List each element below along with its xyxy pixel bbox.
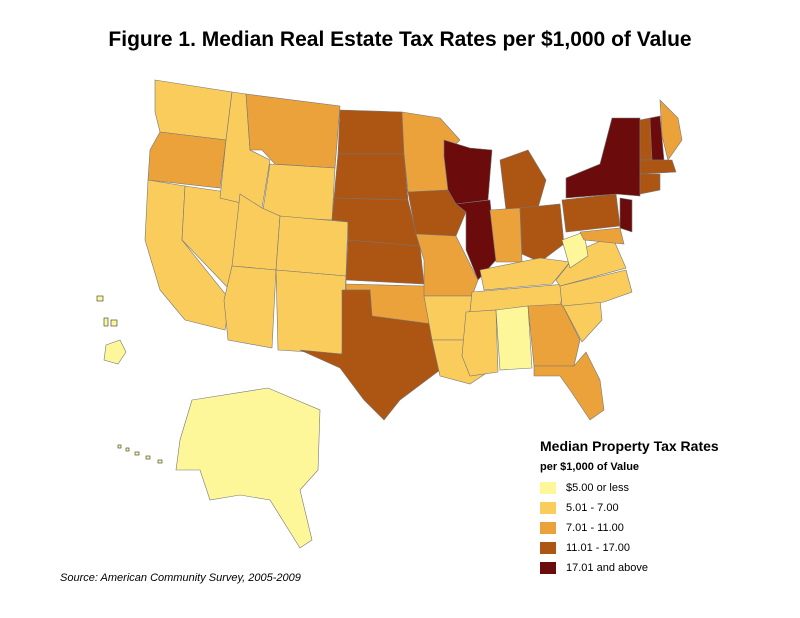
region-wisconsin: [443, 139, 493, 205]
region-montana: [245, 93, 341, 169]
legend-label: 17.01 and above: [566, 562, 648, 574]
aleutian-islands: [117, 444, 163, 464]
region-west-virginia: [561, 231, 589, 269]
region-georgia: [527, 303, 581, 367]
region-illinois: [455, 199, 497, 281]
region-pennsylvania: [561, 193, 621, 233]
region-north-carolina: [559, 269, 633, 307]
region-arizona: [223, 265, 277, 349]
region-south-dakota: [333, 153, 409, 201]
legend-label: 7.01 - 11.00: [566, 522, 624, 534]
legend-title: Median Property Tax Rates: [540, 438, 719, 454]
legend-swatch: [540, 482, 556, 494]
map-regions: [103, 79, 683, 549]
legend-label: 5.01 - 7.00: [566, 502, 619, 514]
legend-subtitle: per $1,000 of Value: [540, 461, 640, 473]
legend-label: $5.00 or less: [566, 482, 629, 494]
legend-swatch: [540, 502, 556, 514]
region-washington: [154, 79, 233, 141]
legend-item: 5.01 - 7.00: [540, 498, 790, 518]
map-title: Figure 1. Median Real Estate Tax Rates p…: [108, 28, 692, 51]
legend-item: $5.00 or less: [540, 478, 790, 498]
region-ohio: [519, 203, 565, 263]
region-iowa: [407, 189, 467, 237]
region-indiana: [489, 207, 523, 263]
legend-swatch: [540, 522, 556, 534]
hawaii-islands: [96, 295, 118, 327]
map-legend: Median Property Tax Rates per $1,000 of …: [540, 438, 790, 578]
region-maryland: [579, 227, 625, 245]
source-note: Source: American Community Survey, 2005-…: [60, 572, 301, 584]
region-maine: [659, 99, 683, 161]
region-hawaii: [103, 339, 127, 365]
region-wyoming: [261, 163, 336, 221]
legend-item: 7.01 - 11.00: [540, 518, 790, 538]
region-kentucky: [479, 257, 571, 291]
region-kansas: [345, 239, 425, 285]
region-oregon: [147, 131, 227, 189]
region-colorado: [275, 215, 349, 277]
region-alabama: [495, 305, 533, 371]
region-michigan: [499, 149, 547, 211]
legend-item: 17.01 and above: [540, 558, 790, 578]
legend-swatch: [540, 542, 556, 554]
region-new-york: [565, 117, 641, 199]
region-mississippi: [461, 309, 499, 377]
legend-item: 11.01 - 17.00: [540, 538, 790, 558]
region-new-jersey: [619, 197, 633, 233]
region-north-dakota: [337, 109, 405, 155]
region-alaska: [175, 387, 321, 549]
region-new-mexico: [275, 269, 347, 355]
region-texas: [299, 289, 441, 421]
legend-swatch: [540, 562, 556, 574]
region-massachusetts: [639, 159, 677, 175]
region-florida: [533, 351, 605, 421]
legend-label: 11.01 - 17.00: [566, 542, 631, 554]
region-connecticut: [639, 173, 661, 195]
